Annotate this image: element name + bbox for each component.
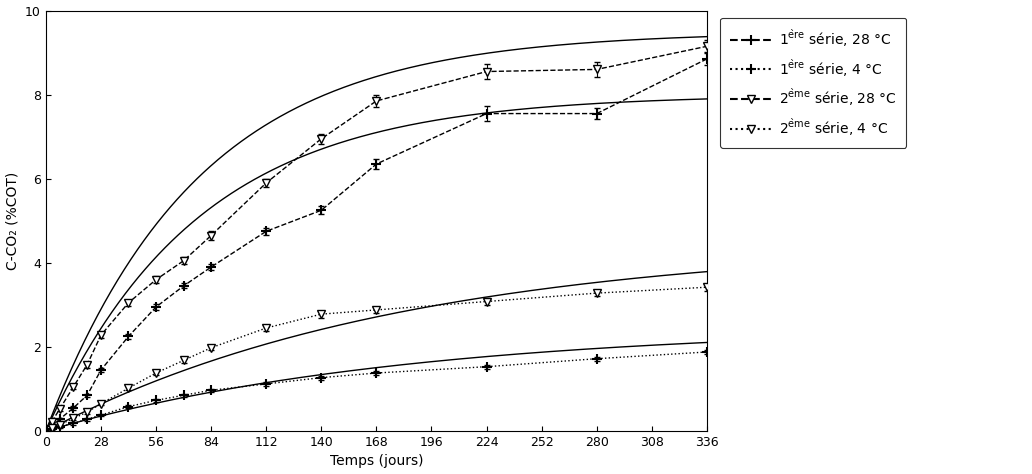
Y-axis label: C-CO₂ (%COT): C-CO₂ (%COT) bbox=[5, 172, 20, 270]
Legend: 1$^{\rm \grave{e}re}$ série, 28 °C, 1$^{\rm \grave{e}re}$ série, 4 °C, 2$^{\rm \: 1$^{\rm \grave{e}re}$ série, 28 °C, 1$^{… bbox=[720, 18, 906, 148]
X-axis label: Temps (jours): Temps (jours) bbox=[329, 455, 423, 468]
